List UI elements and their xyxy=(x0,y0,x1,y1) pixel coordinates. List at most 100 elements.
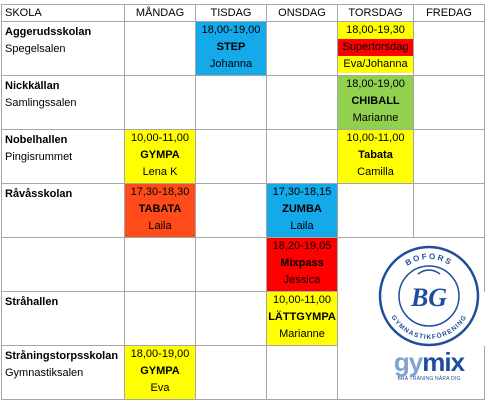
activity-name: Mixpass xyxy=(280,257,324,269)
school-name: Nickkällan xyxy=(5,80,60,92)
gymmix-mix: mix xyxy=(422,347,465,377)
empty-cell xyxy=(266,129,338,184)
activity-name: CHIBALL xyxy=(351,95,400,107)
school-name: Aggerudsskolan xyxy=(5,26,92,38)
table-row: Stråhallen 10,00-11,00 LÄTTGYMPA Mariann… xyxy=(1,291,485,346)
empty-cell xyxy=(124,21,196,76)
logo-monogram: BG xyxy=(410,283,447,312)
activity-leader: Marianne xyxy=(279,328,325,340)
activity-time: 18,00-19,00 xyxy=(346,78,405,90)
activity-name: LÄTTGYMPA xyxy=(268,311,336,323)
school-name: Stråningstorpsskolan xyxy=(5,350,119,362)
activity-time: 18,00-19,00 xyxy=(130,348,190,360)
hall-name: Gymnastiksalen xyxy=(5,367,84,379)
activity-time: 10,00-11,00 xyxy=(273,294,331,306)
table-row: Råvåsskolan 17,30-18,30 TABATA Laila 17,… xyxy=(1,183,485,238)
hall-name: Pingisrummet xyxy=(5,151,73,163)
activity-mixpass: 18,20-19,05 Mixpass Jessica xyxy=(266,237,338,292)
activity-name: STEP xyxy=(216,41,246,53)
hall-name: Spegelsalen xyxy=(5,43,66,55)
activity-gympa: 18,00-19,00 GYMPA Eva xyxy=(124,345,196,400)
header-monday: MÅNDAG xyxy=(124,4,196,22)
hall-name: Samlingssalen xyxy=(5,97,77,109)
empty-cell xyxy=(195,345,267,400)
table-row: Aggerudsskolan Spegelsalen 18,00-19,00 S… xyxy=(1,21,485,76)
activity-time: 10,00-11,00 xyxy=(346,132,405,144)
empty-cell xyxy=(266,345,338,400)
empty-cell xyxy=(266,21,338,76)
table-row: Nobelhallen Pingisrummet 10,00-11,00 GYM… xyxy=(1,129,485,184)
activity-tabata: 17,30-18,30 TABATA Laila xyxy=(124,183,196,238)
activity-leader: Lena K xyxy=(142,166,178,178)
gymmix-wordmark: gymix xyxy=(378,349,480,375)
empty-cell xyxy=(337,183,414,238)
gymmix-gy: gy xyxy=(393,347,423,377)
bofors-emblem: BOFORS GYMNASTIKFÖRENING BG xyxy=(378,245,480,347)
schedule-table: SKOLA MÅNDAG TISDAG ONSDAG TORSDAG FREDA… xyxy=(1,4,485,400)
empty-cell xyxy=(266,75,338,130)
activity-chiball: 18,00-19,00 CHIBALL Marianne xyxy=(337,75,414,130)
activity-name: Tabata xyxy=(358,149,393,161)
venue-cell: Aggerudsskolan Spegelsalen xyxy=(1,21,125,76)
activity-leader: Jessica xyxy=(283,274,321,286)
table-row: Nickkällan Samlingssalen 18,00-19,00 CHI… xyxy=(1,75,485,130)
activity-supertorsdag: 18,00-19,30 Supertorsdag Eva/Johanna xyxy=(337,21,414,76)
header-friday: FREDAG xyxy=(413,4,485,22)
empty-cell xyxy=(337,345,414,400)
venue-cell: Råvåsskolan xyxy=(1,183,125,238)
activity-lattgympa: 10,00-11,00 LÄTTGYMPA Marianne xyxy=(266,291,338,346)
header-thursday: TORSDAG xyxy=(337,4,414,22)
table-row: Stråningstorpsskolan Gymnastiksalen 18,0… xyxy=(1,345,485,400)
header-wednesday: ONSDAG xyxy=(266,4,338,22)
activity-leader: Laila xyxy=(148,220,172,232)
activity-leader: Johanna xyxy=(209,58,253,70)
school-name: Råvåsskolan xyxy=(5,188,73,200)
activity-gympa: 10,00-11,00 GYMPA Lena K xyxy=(124,129,196,184)
empty-cell xyxy=(195,75,267,130)
activity-time: 18,20-19,05 xyxy=(272,240,332,252)
club-logo: BOFORS GYMNASTIKFÖRENING BG gymix BRA TR… xyxy=(378,244,480,384)
empty-cell xyxy=(124,75,196,130)
activity-leader: Marianne xyxy=(352,112,399,124)
empty-cell xyxy=(413,183,485,238)
venue-cell xyxy=(1,237,125,292)
header-venue: SKOLA xyxy=(1,4,125,22)
venue-cell: Nobelhallen Pingisrummet xyxy=(1,129,125,184)
activity-name: ZUMBA xyxy=(282,203,322,215)
gymmix-tagline: BRA TRÄNING NÄRA DIG xyxy=(397,376,461,382)
activity-step: 18,00-19,00 STEP Johanna xyxy=(195,21,267,76)
activity-time: 17,30-18,30 xyxy=(130,186,190,198)
empty-cell xyxy=(195,237,267,292)
school-name: Nobelhallen xyxy=(5,134,68,146)
empty-cell xyxy=(195,129,267,184)
activity-time: 18,00-19,00 xyxy=(201,24,261,36)
activity-leader: Eva xyxy=(150,382,170,394)
activity-zumba: 17,30-18,15 ZUMBA Laila xyxy=(266,183,338,238)
activity-leader: Camilla xyxy=(357,166,394,178)
activity-name: TABATA xyxy=(138,203,182,215)
empty-cell xyxy=(195,183,267,238)
empty-cell xyxy=(124,291,196,346)
activity-time: 10,00-11,00 xyxy=(131,132,189,144)
empty-cell xyxy=(195,291,267,346)
empty-cell xyxy=(413,21,485,76)
header-row: SKOLA MÅNDAG TISDAG ONSDAG TORSDAG FREDA… xyxy=(1,4,485,22)
empty-cell xyxy=(124,237,196,292)
activity-time: 17,30-18,15 xyxy=(272,186,332,198)
header-tuesday: TISDAG xyxy=(195,4,267,22)
activity-leader: Eva/Johanna xyxy=(338,56,413,73)
empty-cell xyxy=(413,75,485,130)
empty-cell xyxy=(413,129,485,184)
venue-cell: Stråhallen xyxy=(1,291,125,346)
activity-name: Supertorsdag xyxy=(338,39,413,56)
venue-cell: Stråningstorpsskolan Gymnastiksalen xyxy=(1,345,125,400)
activity-time: 18,00-19,30 xyxy=(338,22,413,39)
activity-name: GYMPA xyxy=(140,149,180,161)
empty-cell xyxy=(413,345,485,400)
activity-leader: Laila xyxy=(290,220,314,232)
activity-name: GYMPA xyxy=(140,365,180,377)
venue-cell: Nickkällan Samlingssalen xyxy=(1,75,125,130)
school-name: Stråhallen xyxy=(5,296,59,308)
activity-tabata: 10,00-11,00 Tabata Camilla xyxy=(337,129,414,184)
